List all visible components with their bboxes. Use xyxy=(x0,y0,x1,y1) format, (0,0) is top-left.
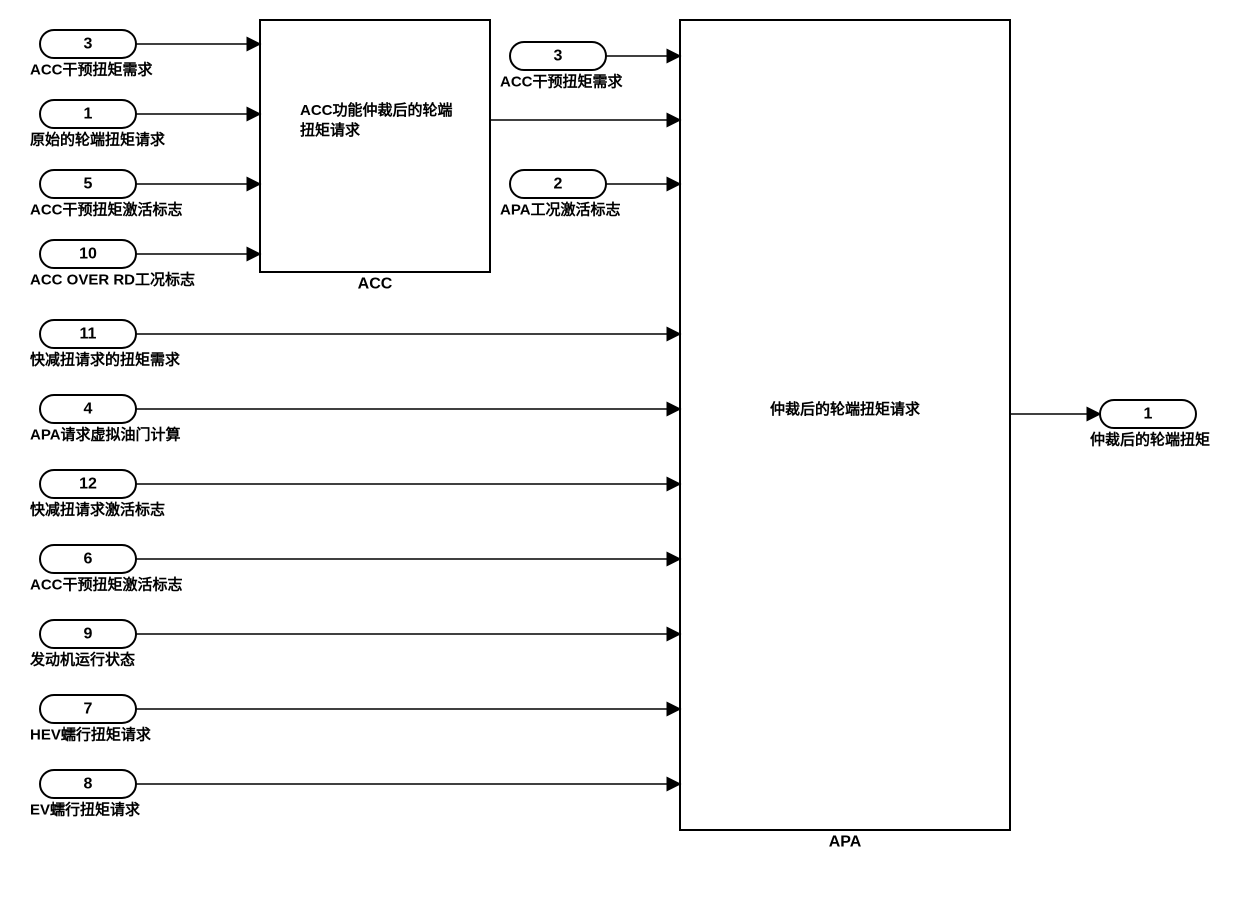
port-number: 10 xyxy=(79,246,97,263)
port-in11[interactable]: 11 快减扭请求的扭矩需求 xyxy=(30,320,181,368)
port-out1[interactable]: 1 仲裁后的轮端扭矩 xyxy=(1090,400,1210,448)
port-in10[interactable]: 10 ACC OVER RD工况标志 xyxy=(30,240,195,288)
port-number: 6 xyxy=(84,551,93,568)
acc-block[interactable]: ACC功能仲裁后的轮端扭矩请求 ACC xyxy=(260,20,490,292)
port-in4[interactable]: 4 APA请求虚拟油门计算 xyxy=(30,395,181,443)
port-number: 11 xyxy=(80,326,97,343)
acc-output-label: ACC功能仲裁后的轮端 xyxy=(300,101,453,119)
port-number: 7 xyxy=(84,701,93,718)
port-label: HEV蠕行扭矩请求 xyxy=(30,725,152,743)
port-in12[interactable]: 12 快减扭请求激活标志 xyxy=(30,470,165,518)
port-label: 仲裁后的轮端扭矩 xyxy=(1090,430,1210,448)
port-in3[interactable]: 3 ACC干预扭矩需求 xyxy=(30,30,153,78)
port-number: 2 xyxy=(554,176,563,193)
port-label: 快减扭请求激活标志 xyxy=(30,500,165,518)
apa-block-name: APA xyxy=(829,833,862,850)
port-in6[interactable]: 6 ACC干预扭矩激活标志 xyxy=(30,545,183,593)
port-number: 5 xyxy=(84,176,93,193)
acc-block-name: ACC xyxy=(358,275,393,292)
acc-output-label-2: 扭矩请求 xyxy=(300,121,361,139)
port-m3[interactable]: 3 ACC干预扭矩需求 xyxy=(500,42,623,90)
port-number: 3 xyxy=(554,48,563,65)
port-in9[interactable]: 9 发动机运行状态 xyxy=(29,620,136,668)
port-number: 8 xyxy=(84,776,93,793)
port-label: EV蠕行扭矩请求 xyxy=(30,800,141,818)
apa-block[interactable]: 仲裁后的轮端扭矩请求 APA xyxy=(680,20,1010,850)
port-label: 快减扭请求的扭矩需求 xyxy=(30,350,181,368)
port-label: ACC干预扭矩激活标志 xyxy=(30,200,183,218)
port-label: ACC干预扭矩激活标志 xyxy=(30,575,183,593)
apa-output-label: 仲裁后的轮端扭矩请求 xyxy=(770,400,921,418)
port-number: 4 xyxy=(84,401,93,418)
port-number: 12 xyxy=(79,476,97,493)
port-number: 9 xyxy=(84,626,93,643)
port-label: ACC干预扭矩需求 xyxy=(30,60,153,78)
port-m2[interactable]: 2 APA工况激活标志 xyxy=(500,170,621,218)
port-label: APA工况激活标志 xyxy=(500,200,621,218)
port-label: APA请求虚拟油门计算 xyxy=(30,425,181,443)
port-number: 1 xyxy=(1144,406,1153,423)
port-in5[interactable]: 5 ACC干预扭矩激活标志 xyxy=(30,170,183,218)
port-label: 原始的轮端扭矩请求 xyxy=(30,130,166,148)
port-number: 1 xyxy=(84,106,93,123)
port-in8[interactable]: 8 EV蠕行扭矩请求 xyxy=(30,770,141,818)
port-label: ACC干预扭矩需求 xyxy=(500,72,623,90)
port-in1[interactable]: 1 原始的轮端扭矩请求 xyxy=(30,100,166,148)
port-in7[interactable]: 7 HEV蠕行扭矩请求 xyxy=(30,695,152,743)
port-label: ACC OVER RD工况标志 xyxy=(30,270,195,288)
port-number: 3 xyxy=(84,36,93,53)
port-label: 发动机运行状态 xyxy=(29,650,135,668)
